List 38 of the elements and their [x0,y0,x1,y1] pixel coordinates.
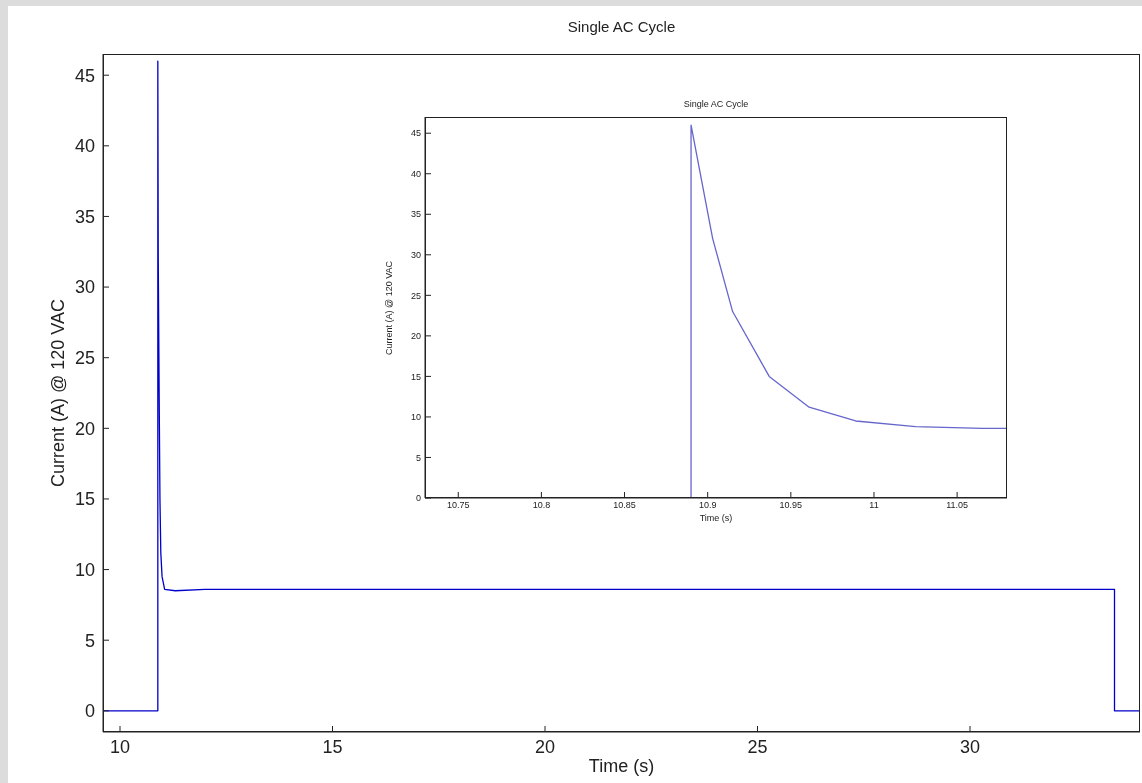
chart-title: Single AC Cycle [566,18,677,35]
y-tick-label: 30 [74,277,95,298]
y-axis-title: Current (A) @ 120 VAC [384,260,394,355]
y-tick-label: 25 [410,290,421,301]
x-tick-label: 10.95 [779,500,803,511]
x-axis-title: Time (s) [587,756,656,777]
line-series [690,124,1007,498]
y-axis-title: Current (A) @ 120 VAC [47,299,69,487]
y-tick-label: 30 [410,250,421,260]
x-tick-label: 10.9 [698,500,717,511]
y-tick-label: 25 [74,348,95,369]
x-tick-label: 20 [534,736,556,757]
y-tick-label: 45 [410,128,421,139]
x-tick-label: 10.75 [446,500,470,511]
y-tick-label: 10 [410,412,421,423]
x-tick-label: 10.8 [532,500,551,511]
y-tick-label: 0 [415,493,421,504]
x-tick-label: 10 [109,736,131,757]
y-tick-label: 5 [415,452,421,463]
x-tick-label: 30 [959,736,981,757]
x-tick-label: 15 [322,736,343,757]
y-tick-label: 40 [410,168,421,179]
x-tick-label: 11.05 [946,500,969,511]
y-tick-label: 35 [410,209,421,220]
chart-title: Single AC Cycle [682,99,750,109]
y-tick-label: 20 [74,418,95,439]
y-tick-label: 0 [84,701,95,722]
x-tick-label: 10.85 [613,500,636,511]
y-tick-label: 45 [74,65,95,86]
y-tick-label: 10 [74,559,95,580]
y-tick-label: 5 [84,630,95,651]
x-tick-label: 25 [747,736,768,757]
x-tick-label: 11 [869,500,879,511]
y-tick-label: 15 [410,371,421,382]
y-tick-label: 40 [74,136,95,157]
x-axis-title: Time (s) [698,513,734,523]
y-tick-label: 35 [74,206,95,227]
y-tick-label: 20 [410,331,421,342]
